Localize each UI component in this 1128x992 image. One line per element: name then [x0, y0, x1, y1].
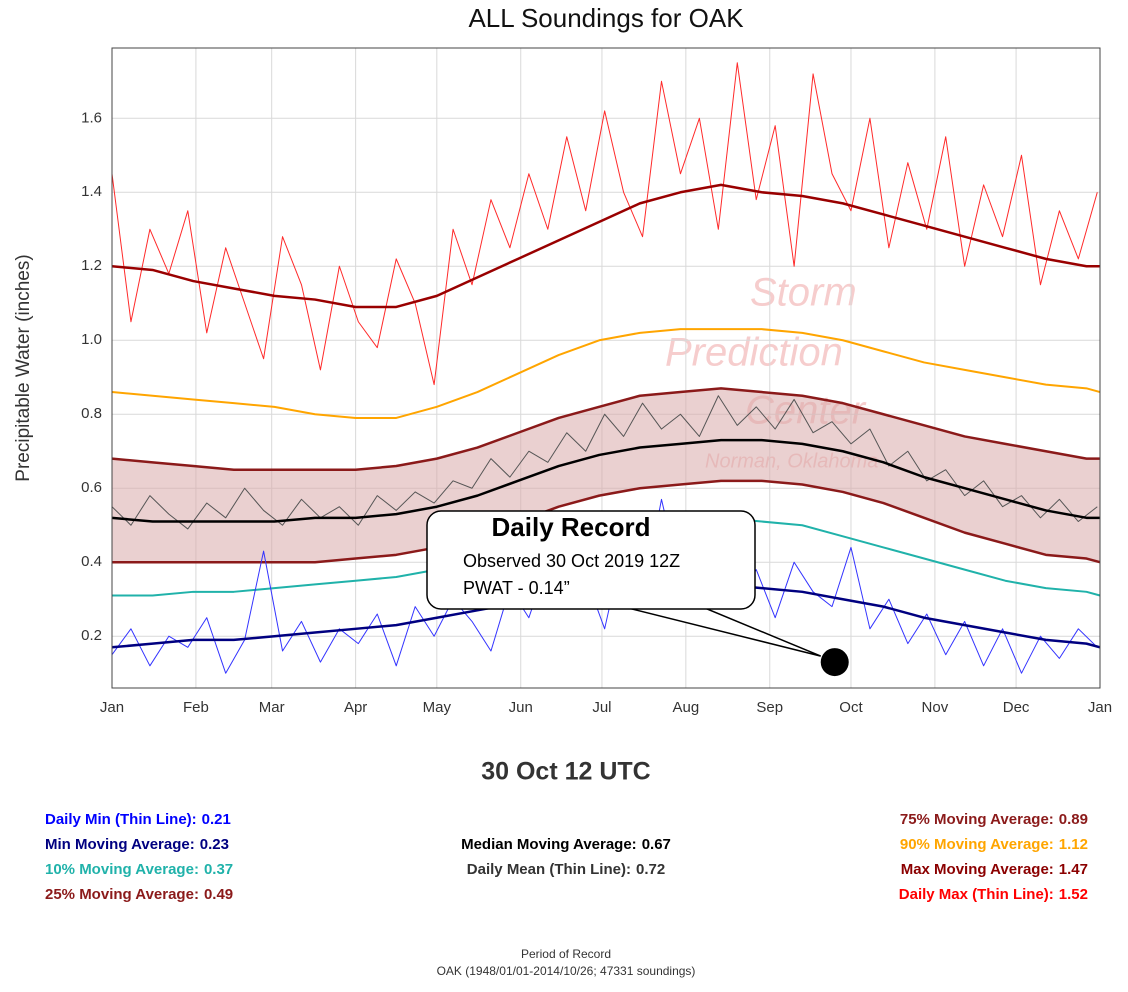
- callout-text: PWAT - 0.14”: [463, 578, 570, 598]
- readout-value: 0.89: [1059, 811, 1088, 828]
- readout-value: 1.12: [1059, 836, 1088, 853]
- series-line: [111, 387, 1100, 471]
- readout-entry: Median Moving Average: 0.67: [461, 836, 671, 853]
- readout-entry: Daily Max (Thin Line): 1.52: [899, 886, 1088, 903]
- readout-label: Max Moving Average:: [901, 861, 1054, 878]
- readout-entry: Max Moving Average: 1.47: [901, 861, 1088, 878]
- readout-value: 1.47: [1059, 861, 1088, 878]
- x-tick-label: Oct: [839, 699, 863, 716]
- y-tick-label: 1.6: [81, 109, 102, 126]
- readout-label: 10% Moving Average:: [45, 861, 199, 878]
- y-tick-label: 0.6: [81, 479, 102, 496]
- readout-label: 75% Moving Average:: [900, 811, 1054, 828]
- readout-label: 90% Moving Average:: [900, 836, 1054, 853]
- readout-entry: 90% Moving Average: 1.12: [900, 836, 1088, 853]
- readout-value: 0.72: [636, 861, 665, 878]
- y-axis-label: Precipitable Water (inches): [13, 254, 34, 481]
- readout-label: Daily Min (Thin Line):: [45, 811, 197, 828]
- readout-value: 0.21: [202, 811, 231, 828]
- y-tick-label: 0.2: [81, 627, 102, 644]
- x-tick-label: Dec: [1003, 699, 1030, 716]
- footer-text: OAK (1948/01/01-2014/10/26; 47331 soundi…: [437, 964, 696, 978]
- readout-value: 0.49: [204, 886, 233, 903]
- x-tick-label: Mar: [259, 699, 285, 716]
- callout-box: [426, 510, 756, 610]
- y-tick-label: 0.8: [81, 405, 102, 422]
- y-tick-label: 0.4: [81, 553, 102, 570]
- readout-value: 0.67: [642, 836, 671, 853]
- series-line: [111, 438, 1100, 523]
- callout-gap: [622, 603, 698, 608]
- y-tick-label: 1.0: [81, 331, 102, 348]
- x-tick-label: Aug: [673, 699, 700, 716]
- x-tick-label: Jul: [592, 699, 611, 716]
- series-line: [112, 479, 1101, 564]
- record-point: [820, 648, 849, 677]
- series-line: [111, 328, 1101, 419]
- readout-label: Daily Max (Thin Line):: [899, 886, 1054, 903]
- watermark: Prediction: [665, 331, 843, 375]
- watermark: Storm: [750, 271, 857, 315]
- footer-title: Period of Record: [521, 947, 611, 961]
- x-tick-label: Sep: [756, 699, 783, 716]
- chart-title: ALL Soundings for OAK: [468, 3, 744, 33]
- x-tick-label: Jun: [509, 699, 533, 716]
- series-line: [111, 498, 1098, 674]
- readout-value: 1.52: [1059, 886, 1088, 903]
- readout-entry: Daily Min (Thin Line): 0.21: [45, 811, 231, 828]
- readout-label: 25% Moving Average:: [45, 886, 199, 903]
- readout-label: Daily Mean (Thin Line):: [467, 861, 631, 878]
- readout-entry: 25% Moving Average: 0.49: [45, 886, 233, 903]
- subtitle: 30 Oct 12 UTC: [481, 758, 651, 786]
- y-tick-label: 1.2: [81, 257, 102, 274]
- x-tick-label: Jan: [100, 699, 124, 716]
- series-line: [111, 62, 1098, 386]
- x-tick-label: May: [423, 699, 452, 716]
- readout-label: Min Moving Average:: [45, 836, 195, 853]
- callout-title: Daily Record: [492, 512, 651, 542]
- callout-text: Observed 30 Oct 2019 12Z: [463, 551, 680, 571]
- series-line: [111, 183, 1100, 309]
- readout-label: Median Moving Average:: [461, 836, 637, 853]
- x-tick-label: Nov: [922, 699, 949, 716]
- readout-entry: Min Moving Average: 0.23: [45, 836, 229, 853]
- readout-value: 0.23: [200, 836, 229, 853]
- readout-value: 0.37: [204, 861, 233, 878]
- x-tick-label: Apr: [344, 699, 367, 716]
- readout-entry: Daily Mean (Thin Line): 0.72: [467, 861, 665, 878]
- x-tick-label: Jan: [1088, 699, 1112, 716]
- plot-frame: [111, 47, 1101, 689]
- readout-entry: 10% Moving Average: 0.37: [45, 861, 233, 878]
- x-tick-label: Feb: [183, 699, 209, 716]
- y-tick-label: 1.4: [81, 183, 102, 200]
- readout-entry: 75% Moving Average: 0.89: [900, 811, 1088, 828]
